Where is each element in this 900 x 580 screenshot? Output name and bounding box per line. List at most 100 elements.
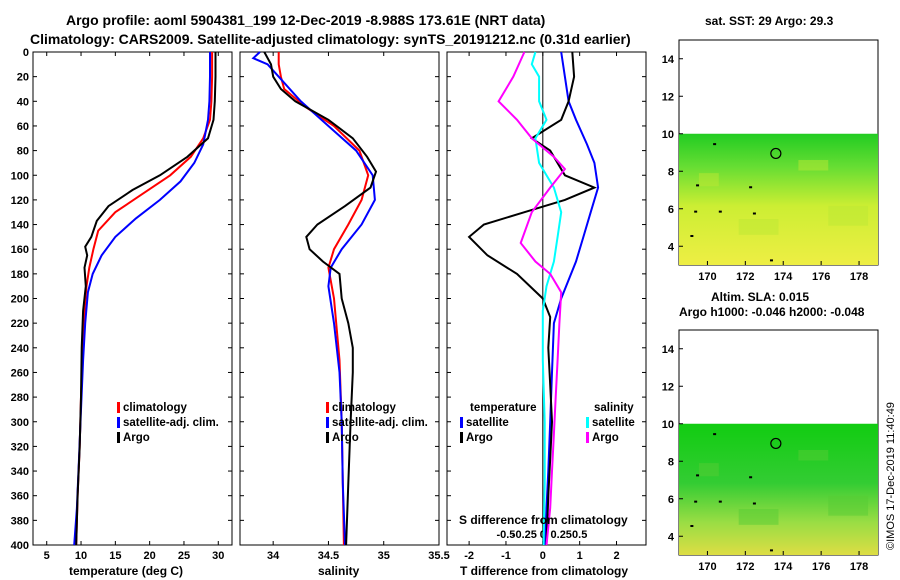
series-line-climatology <box>277 52 370 546</box>
map-x-tick-label: 174 <box>774 561 793 573</box>
sla-map-subtitle: Argo h1000: -0.046 h2000: -0.048 <box>679 305 865 319</box>
series-line-satellite-adj-clim- <box>251 51 376 546</box>
sla-map: 170 172 174 176 178 4 6 8 10 12 14 <box>662 344 878 573</box>
temp-legend-item-swatch <box>117 402 120 413</box>
map-y-tick-label: 14 <box>662 54 675 66</box>
y-tick-label: 40 <box>17 96 29 108</box>
series-line-s-satellite <box>530 51 563 546</box>
x-tick-label: -1 <box>501 550 511 562</box>
map-patch <box>798 450 829 461</box>
map-field <box>679 423 878 555</box>
diff-legend-t-satellite-swatch <box>460 417 463 428</box>
series-line-climatology <box>75 52 214 546</box>
map-y-tick-label: 12 <box>662 91 674 103</box>
island-mark <box>713 433 717 436</box>
sst-map: 170 172 174 176 178 4 6 8 10 12 14 <box>662 54 878 283</box>
map-patch <box>738 219 779 235</box>
island-mark <box>694 210 698 213</box>
map-patch <box>798 160 829 171</box>
series-line-t-satellite <box>543 51 600 546</box>
series-line-s-argo <box>497 51 567 546</box>
y-tick-label: 220 <box>11 318 29 330</box>
temperature-chart: 0 20 40 60 80 100 120 140 160 180 200 220 240 260 280 3… <box>11 47 232 562</box>
y-tick-label: 240 <box>11 343 29 355</box>
island-mark <box>718 500 722 503</box>
temp-legend-item-label: climatology <box>123 402 188 414</box>
y-tick-label: 260 <box>11 367 29 379</box>
map-y-tick-label: 4 <box>668 531 675 543</box>
island-mark <box>718 210 722 213</box>
map-x-tick-label: 178 <box>850 271 868 283</box>
map-y-tick-label: 10 <box>662 419 674 431</box>
x-tick-label: 15 <box>109 550 121 562</box>
series-line-argo <box>263 51 378 546</box>
island-mark <box>713 143 717 146</box>
y-tick-label: 100 <box>11 170 29 182</box>
x-tick-label: 1 <box>577 550 583 562</box>
x2-tick-label: -0.5 <box>496 529 515 541</box>
sal-legend-item-swatch <box>326 402 329 413</box>
map-y-tick-label: 6 <box>668 494 674 506</box>
temperature-panel-frame <box>32 51 233 546</box>
island-mark <box>769 259 773 262</box>
salinity-xlabel: salinity <box>318 564 360 578</box>
island-mark <box>696 184 700 187</box>
sal-legend-item-label: Argo <box>332 432 359 444</box>
diff-legend-s-argo-swatch <box>586 432 589 443</box>
temp-legend-item-swatch <box>117 432 120 443</box>
y-tick-label: 300 <box>11 417 29 429</box>
x-tick-label: 5 <box>44 550 50 562</box>
map-x-tick-label: 174 <box>774 271 793 283</box>
map-x-tick-label: 176 <box>812 561 830 573</box>
x2-tick-label: -0.25 <box>512 529 537 541</box>
y-tick-label: 120 <box>11 195 29 207</box>
sal-legend-item-label: satellite-adj. clim. <box>332 417 428 429</box>
y-tick-label: 180 <box>11 269 29 281</box>
map-y-tick-label: 6 <box>668 204 674 216</box>
diff-legend-s-satellite-swatch <box>586 417 589 428</box>
island-mark <box>749 476 753 479</box>
difference-panel-frame <box>446 51 647 546</box>
y-tick-label: 380 <box>11 515 29 527</box>
x-tick-label: -2 <box>464 550 474 562</box>
x-tick-label: 2 <box>613 550 619 562</box>
y-tick-label: 160 <box>11 244 29 256</box>
map-y-tick-label: 8 <box>668 166 674 178</box>
y-tick-label: 320 <box>11 441 29 453</box>
x-tick-label: 20 <box>144 550 156 562</box>
float-position-marker <box>770 437 782 450</box>
diff-legend-t-argo-swatch <box>460 432 463 443</box>
x-tick-label: 25 <box>178 550 190 562</box>
island-mark <box>769 549 773 552</box>
sal-legend-item-swatch <box>326 417 329 428</box>
series-line-t-argo <box>467 51 597 546</box>
y-tick-label: 20 <box>17 72 29 84</box>
x-tick-label: 30 <box>212 550 224 562</box>
map-patch <box>698 173 719 187</box>
map-x-tick-label: 170 <box>698 271 716 283</box>
map-x-tick-label: 176 <box>812 271 830 283</box>
x-tick-label: 0 <box>540 550 546 562</box>
island-mark <box>752 502 756 505</box>
sst-map-title: sat. SST: 29 Argo: 29.3 <box>705 14 834 28</box>
y-tick-label: 80 <box>17 146 29 158</box>
island-mark <box>696 474 700 477</box>
map-field <box>679 133 878 265</box>
y-tick-label: 400 <box>11 540 29 552</box>
diff-legend-t-satellite-label: satellite <box>466 417 509 429</box>
diff-legend-salinity-title: salinity <box>594 402 634 414</box>
map-y-tick-label: 10 <box>662 129 674 141</box>
series-line-argo <box>75 52 217 546</box>
difference-xlabel2: S difference from climatology <box>459 513 628 527</box>
difference-xlabel: T difference from climatology <box>460 564 628 578</box>
temp-legend-item-label: satellite-adj. clim. <box>123 417 219 429</box>
map-x-tick-label: 172 <box>736 271 754 283</box>
island-mark <box>752 212 756 215</box>
island-mark <box>749 186 753 189</box>
y-tick-label: 280 <box>11 392 29 404</box>
x2-tick-label: 0.25 <box>551 529 572 541</box>
map-patch <box>828 205 869 226</box>
diff-legend-temperature-title: temperature <box>470 402 536 414</box>
